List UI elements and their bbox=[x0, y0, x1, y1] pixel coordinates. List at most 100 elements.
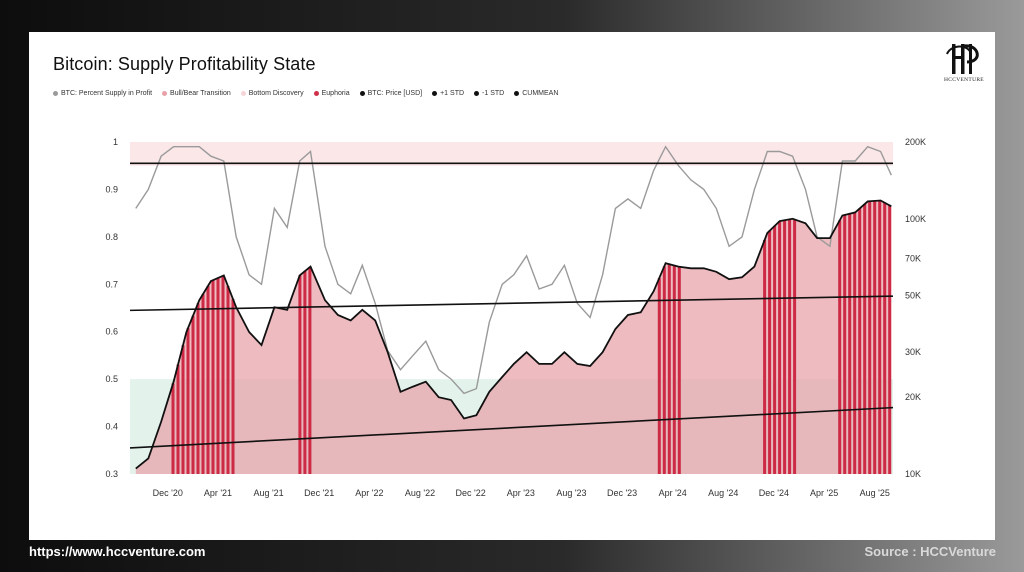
legend-item: BTC: Percent Supply in Profit bbox=[53, 87, 152, 99]
euphoria-bar bbox=[657, 278, 661, 474]
x-tick: Apr '22 bbox=[355, 488, 383, 498]
euphoria-bar bbox=[191, 315, 195, 474]
euphoria-bar bbox=[868, 201, 872, 475]
euphoria-bar bbox=[878, 200, 882, 474]
euphoria-bar bbox=[171, 383, 175, 474]
y-right-tick: 30K bbox=[905, 347, 921, 357]
legend-label: -1 STD bbox=[482, 89, 505, 97]
y-right-tick: 100K bbox=[905, 214, 926, 224]
euphoria-bar bbox=[216, 278, 220, 474]
x-tick: Aug '25 bbox=[860, 488, 890, 498]
y-left-tick: 0.5 bbox=[105, 374, 118, 384]
price-area bbox=[135, 200, 892, 474]
x-tick: Dec '20 bbox=[153, 488, 183, 498]
euphoria-bar bbox=[788, 219, 792, 474]
x-tick: Aug '22 bbox=[405, 488, 435, 498]
euphoria-bar bbox=[196, 303, 200, 474]
hccventure-logo bbox=[946, 44, 979, 74]
y-left-tick: 1 bbox=[113, 137, 118, 147]
x-tick: Dec '23 bbox=[607, 488, 637, 498]
legend-item: CUMMEAN bbox=[514, 87, 558, 99]
x-tick: Apr '24 bbox=[659, 488, 687, 498]
euphoria-bar bbox=[843, 215, 847, 474]
chart-legend: BTC: Percent Supply in Profit Bull/Bear T… bbox=[53, 87, 558, 99]
legend-label: +1 STD bbox=[440, 89, 465, 97]
euphoria-bar bbox=[186, 328, 190, 474]
euphoria-bar bbox=[211, 280, 215, 474]
legend-swatch bbox=[514, 90, 520, 96]
euphoria-bar bbox=[783, 220, 787, 474]
legend-item: Bottom Discovery bbox=[240, 87, 304, 99]
legend-label: CUMMEAN bbox=[522, 89, 559, 97]
legend-label: Bottom Discovery bbox=[248, 89, 304, 97]
euphoria-bar bbox=[853, 212, 857, 474]
x-tick: Apr '23 bbox=[507, 488, 535, 498]
euphoria-bar bbox=[667, 264, 671, 474]
legend-label: BTC: Price [USD] bbox=[367, 89, 423, 97]
euphoria-bar bbox=[873, 200, 877, 474]
euphoria-bar bbox=[231, 299, 235, 474]
y-left-tick: 0.3 bbox=[105, 469, 118, 479]
source-label: Source : HCCVenture bbox=[864, 544, 996, 559]
ref-line--1-std bbox=[129, 406, 894, 449]
website-url[interactable]: https://www.hccventure.com bbox=[29, 544, 206, 559]
legend-item: -1 STD bbox=[474, 87, 504, 99]
euphoria-bar bbox=[176, 364, 180, 474]
x-tick: Dec '21 bbox=[304, 488, 334, 498]
legend-swatch bbox=[313, 90, 319, 96]
chart-title: Bitcoin: Supply Profitability State bbox=[53, 54, 316, 74]
y-right-tick: 50K bbox=[905, 291, 921, 301]
x-tick: Dec '22 bbox=[456, 488, 486, 498]
y-left-tick: 0.6 bbox=[105, 327, 118, 337]
x-tick: Aug '24 bbox=[708, 488, 738, 498]
euphoria-bar bbox=[298, 275, 302, 474]
euphoria-bar bbox=[181, 345, 185, 474]
supply-in-profit-line bbox=[135, 145, 892, 395]
y-right-tick: 10K bbox=[905, 469, 921, 479]
x-tick: Dec '24 bbox=[759, 488, 789, 498]
price-line bbox=[135, 199, 892, 470]
euphoria-bar bbox=[768, 230, 772, 474]
euphoria-bar bbox=[773, 225, 777, 474]
legend-swatch bbox=[474, 90, 480, 96]
euphoria-bar bbox=[793, 219, 797, 474]
legend-item: Euphoria bbox=[313, 87, 350, 99]
euphoria-bar bbox=[863, 204, 867, 474]
legend-swatch bbox=[240, 90, 246, 96]
euphoria-bar bbox=[888, 205, 892, 474]
euphoria-bar bbox=[677, 266, 681, 474]
euphoria-bar bbox=[848, 213, 852, 474]
legend-item: BTC: Price [USD] bbox=[359, 87, 423, 99]
ref-line-cummean bbox=[129, 295, 894, 312]
y-left-tick: 0.7 bbox=[105, 279, 118, 289]
y-right-tick: 70K bbox=[905, 253, 921, 263]
legend-swatch bbox=[432, 90, 438, 96]
y-right-tick: 200K bbox=[905, 137, 926, 147]
legend-swatch bbox=[53, 90, 58, 96]
logo-text: HCCVENTURE bbox=[944, 77, 984, 83]
euphoria-bar bbox=[778, 221, 782, 474]
y-right-tick: 20K bbox=[905, 392, 921, 402]
euphoria-bar bbox=[308, 267, 312, 474]
x-tick: Apr '25 bbox=[810, 488, 838, 498]
euphoria-bar bbox=[226, 286, 230, 474]
band-euphoria bbox=[130, 142, 893, 166]
y-left-tick: 0.8 bbox=[105, 232, 118, 242]
x-tick: Aug '23 bbox=[556, 488, 586, 498]
euphoria-bar bbox=[838, 220, 842, 474]
y-left-tick: 0.9 bbox=[105, 184, 118, 194]
x-tick: Aug '21 bbox=[253, 488, 283, 498]
legend-label: BTC: Percent Supply in Profit bbox=[61, 89, 153, 97]
euphoria-bar bbox=[858, 208, 862, 474]
legend-item: Bull/Bear Transition bbox=[162, 87, 231, 99]
euphoria-bar bbox=[201, 294, 205, 474]
legend-item: +1 STD bbox=[432, 87, 464, 99]
x-tick: Apr '21 bbox=[204, 488, 232, 498]
euphoria-bar bbox=[662, 266, 666, 474]
euphoria-bar bbox=[303, 271, 307, 474]
legend-label: Euphoria bbox=[321, 89, 350, 97]
euphoria-bar bbox=[206, 285, 210, 474]
legend-label: Bull/Bear Transition bbox=[170, 89, 231, 97]
y-left-tick: 0.4 bbox=[105, 422, 118, 432]
